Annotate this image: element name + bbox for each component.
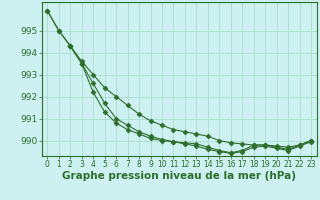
X-axis label: Graphe pression niveau de la mer (hPa): Graphe pression niveau de la mer (hPa): [62, 171, 296, 181]
